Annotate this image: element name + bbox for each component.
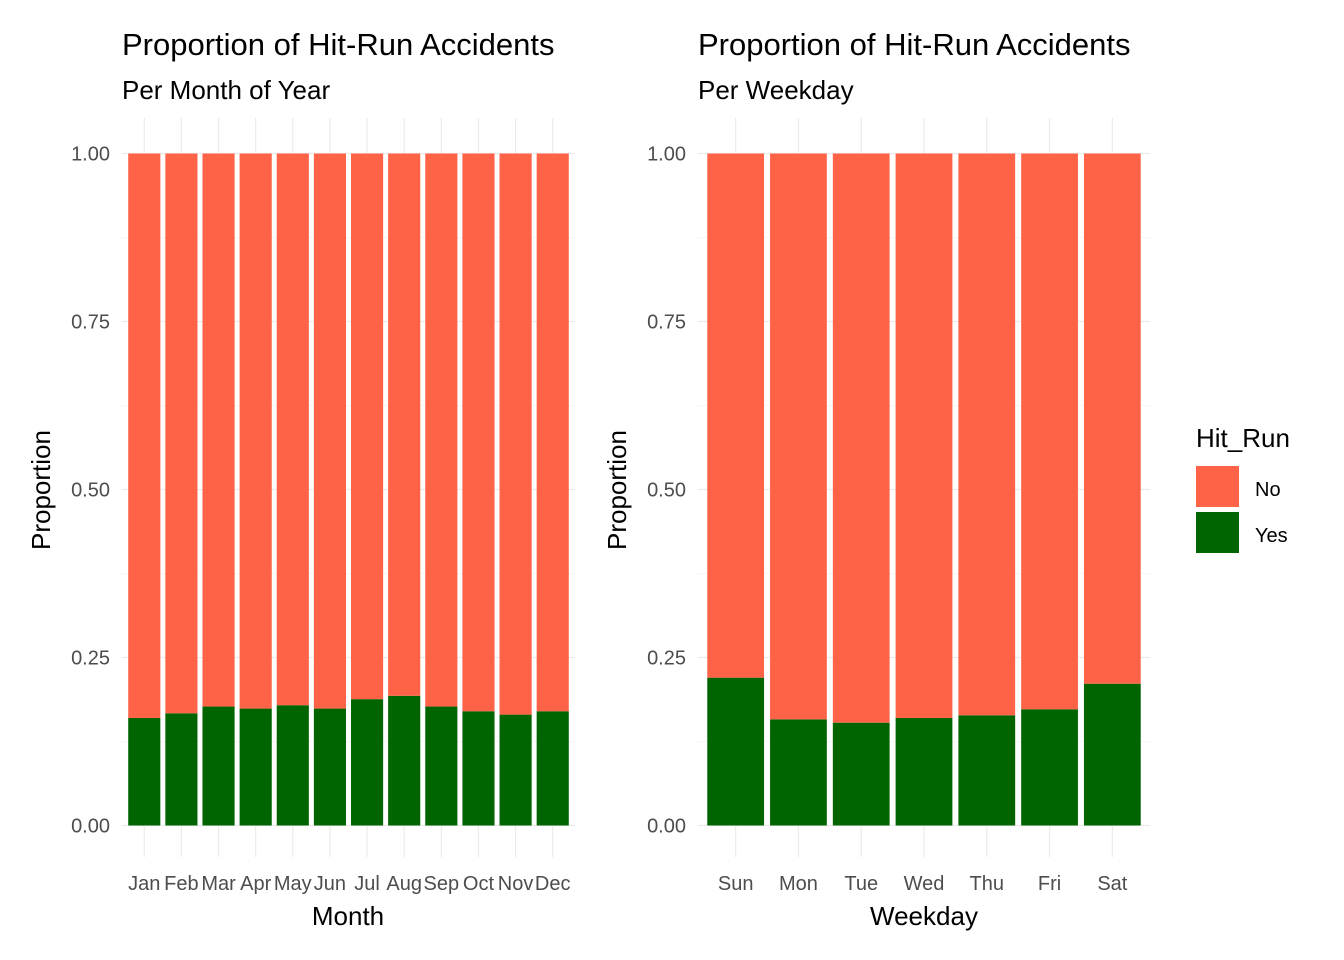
bar-month-feb-yes bbox=[165, 713, 198, 826]
bar-month-dec-no bbox=[536, 153, 569, 712]
x-tick-label: Sep bbox=[424, 873, 460, 895]
chart-title-month: Proportion of Hit-Run Accidents bbox=[122, 27, 555, 62]
y-tick-label: 0.75 bbox=[647, 312, 686, 334]
x-tick-label: Jun bbox=[314, 873, 346, 895]
y-tick-label: 0.25 bbox=[71, 648, 110, 670]
x-tick-label: Wed bbox=[904, 873, 945, 895]
x-tick-label: Nov bbox=[498, 873, 534, 895]
y-tick-label: 0.50 bbox=[71, 480, 110, 502]
bar-weekday-mon-no bbox=[770, 153, 827, 720]
bar-month-feb-no bbox=[165, 153, 198, 714]
legend: Hit_Run No Yes bbox=[1196, 423, 1290, 553]
x-tick-label: Tue bbox=[844, 873, 878, 895]
chart-subtitle-month: Per Month of Year bbox=[122, 75, 330, 105]
bar-weekday-thu-yes bbox=[958, 715, 1016, 826]
bar-month-dec-yes bbox=[536, 711, 569, 826]
bar-weekday-tue-yes bbox=[832, 722, 890, 826]
bar-month-aug-no bbox=[388, 153, 421, 696]
bar-weekday-tue-no bbox=[832, 153, 890, 723]
bar-month-jul-no bbox=[351, 153, 384, 700]
legend-swatch-no bbox=[1196, 466, 1239, 507]
bar-month-jan-no bbox=[128, 153, 161, 718]
chart-title-weekday: Proportion of Hit-Run Accidents bbox=[698, 27, 1131, 62]
bar-month-may-yes bbox=[276, 705, 309, 826]
legend-swatch-yes bbox=[1196, 512, 1239, 553]
x-tick-label: Oct bbox=[463, 873, 495, 895]
chart-panel-month: Proportion of Hit-Run Accidents Per Mont… bbox=[26, 27, 575, 931]
x-axis-title-month: Month bbox=[312, 901, 384, 931]
bar-weekday-fri-no bbox=[1021, 153, 1078, 710]
bar-month-oct-no bbox=[462, 153, 495, 712]
bar-month-sep-yes bbox=[425, 706, 458, 826]
bar-weekday-fri-yes bbox=[1021, 709, 1078, 826]
bar-month-mar-no bbox=[202, 153, 235, 707]
x-tick-label: Sat bbox=[1097, 873, 1127, 895]
y-axis-title-weekday: Proportion bbox=[602, 430, 632, 550]
y-tick-label: 1.00 bbox=[71, 144, 110, 166]
x-tick-label: Aug bbox=[386, 873, 422, 895]
plot-area-weekday: 0.00 0.25 0.50 0.75 1.00 Sun Mon Tue Wed Thu Fri Sa… bbox=[647, 118, 1150, 895]
bar-month-apr-yes bbox=[239, 708, 272, 826]
x-tick-label: Mon bbox=[779, 873, 818, 895]
plot-area-month: 0.00 0.25 0.50 0.75 1.00 Jan Feb Mar Apr May Jun Ju… bbox=[71, 118, 575, 895]
y-axis-title-month: Proportion bbox=[26, 430, 56, 550]
bar-month-mar-yes bbox=[202, 706, 235, 826]
x-axis-title-weekday: Weekday bbox=[870, 901, 978, 931]
x-tick-label: Jan bbox=[128, 873, 160, 895]
x-tick-label: Fri bbox=[1038, 873, 1061, 895]
legend-label-yes: Yes bbox=[1255, 525, 1288, 547]
bar-weekday-sun-no bbox=[707, 153, 765, 678]
bar-weekday-sat-no bbox=[1083, 153, 1141, 684]
bar-weekday-sun-yes bbox=[707, 677, 765, 826]
x-tick-label: Feb bbox=[164, 873, 198, 895]
bar-weekday-mon-yes bbox=[770, 719, 827, 826]
bar-month-nov-yes bbox=[499, 714, 532, 826]
bar-month-jun-no bbox=[313, 153, 346, 709]
x-tick-label: Sun bbox=[718, 873, 754, 895]
x-tick-label: Thu bbox=[970, 873, 1004, 895]
legend-title: Hit_Run bbox=[1196, 423, 1290, 453]
x-tick-label: Dec bbox=[535, 873, 571, 895]
bar-month-aug-yes bbox=[388, 695, 421, 826]
x-tick-label: May bbox=[274, 873, 312, 895]
bar-month-jul-yes bbox=[351, 699, 384, 826]
bar-weekday-thu-no bbox=[958, 153, 1016, 716]
bar-month-oct-yes bbox=[462, 711, 495, 826]
y-tick-label: 0.75 bbox=[71, 312, 110, 334]
bar-month-sep-no bbox=[425, 153, 458, 707]
y-tick-label: 1.00 bbox=[647, 144, 686, 166]
chart-subtitle-weekday: Per Weekday bbox=[698, 75, 854, 105]
y-tick-label: 0.50 bbox=[647, 480, 686, 502]
bar-weekday-sat-yes bbox=[1083, 683, 1141, 826]
y-tick-label: 0.00 bbox=[647, 816, 686, 838]
x-tick-label: Jul bbox=[354, 873, 380, 895]
bar-month-nov-no bbox=[499, 153, 532, 715]
legend-label-no: No bbox=[1255, 479, 1281, 501]
y-tick-label: 0.00 bbox=[71, 816, 110, 838]
chart-panel-weekday: Proportion of Hit-Run Accidents Per Week… bbox=[602, 27, 1150, 931]
bar-weekday-wed-yes bbox=[895, 717, 953, 826]
bar-weekday-wed-no bbox=[895, 153, 953, 718]
y-tick-label: 0.25 bbox=[647, 648, 686, 670]
bar-month-may-no bbox=[276, 153, 309, 706]
x-tick-label: Mar bbox=[201, 873, 236, 895]
bar-month-jan-yes bbox=[128, 717, 161, 826]
x-tick-label: Apr bbox=[240, 873, 271, 895]
bar-month-jun-yes bbox=[313, 708, 346, 826]
bar-month-apr-no bbox=[239, 153, 272, 709]
